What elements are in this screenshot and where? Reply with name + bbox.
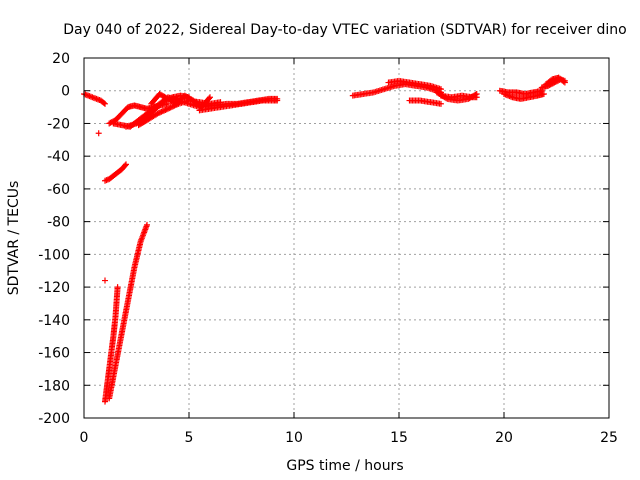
y-tick-label: -80 [47, 215, 70, 231]
x-tick-label: 0 [80, 430, 89, 446]
data-point [122, 162, 129, 169]
data-point [168, 103, 175, 110]
data-point [561, 79, 568, 86]
x-tick-label: 25 [600, 430, 618, 446]
x-tick-label: 15 [390, 430, 408, 446]
data-point [123, 161, 129, 168]
axis-ticks: 0 5 10 15 20 25-200-180-160-140-120-100-80-60… [38, 51, 618, 446]
data-point [102, 100, 108, 107]
data-point [95, 130, 102, 137]
x-tick-label: 5 [185, 430, 194, 446]
data-point [157, 109, 164, 116]
data-point [162, 106, 169, 113]
data-point [166, 105, 173, 112]
y-tick-label: -20 [47, 116, 70, 132]
data-point [114, 284, 121, 291]
data-point [155, 110, 162, 117]
y-tick-label: -40 [47, 149, 70, 165]
data-point [540, 91, 547, 97]
y-tick-label: -100 [38, 247, 70, 263]
grid-lines [84, 58, 609, 418]
data-point [161, 107, 168, 114]
data-point [159, 108, 166, 115]
y-tick-label: -160 [38, 346, 70, 362]
y-tick-label: -60 [47, 182, 70, 198]
y-tick-label: -120 [38, 280, 70, 296]
data-point [442, 95, 449, 102]
data-points [81, 74, 568, 405]
data-point [473, 91, 480, 97]
x-tick-label: 20 [495, 430, 513, 446]
y-tick-label: 20 [52, 51, 70, 67]
plot-frame [83, 57, 610, 419]
data-point [438, 100, 444, 107]
x-axis-title: GPS time / hours [286, 458, 403, 474]
chart-title: Day 040 of 2022, Sidereal Day-to-day VTE… [63, 22, 626, 38]
data-point [274, 95, 281, 102]
data-point [207, 94, 213, 101]
data-point [167, 104, 174, 111]
y-tick-label: -140 [38, 313, 70, 329]
data-point [154, 110, 161, 117]
data-point [438, 86, 444, 93]
y-tick-label: -200 [38, 411, 70, 427]
data-point [206, 95, 213, 102]
data-point [144, 221, 150, 228]
data-point [100, 100, 107, 106]
data-point [102, 277, 108, 284]
y-axis-title: SDTVAR / TECUs [6, 181, 22, 296]
x-tick-label: 10 [285, 430, 303, 446]
data-point [158, 108, 165, 115]
data-point [165, 105, 171, 112]
y-tick-label: 0 [61, 84, 70, 100]
data-point [163, 106, 170, 113]
data-point [472, 91, 479, 98]
y-tick-label: -180 [38, 378, 70, 394]
data-point [560, 78, 567, 85]
